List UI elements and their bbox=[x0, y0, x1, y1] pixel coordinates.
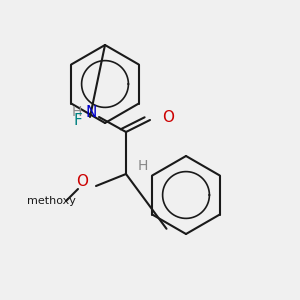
Text: O: O bbox=[162, 110, 174, 124]
Text: N: N bbox=[86, 105, 97, 120]
Text: O: O bbox=[76, 174, 88, 189]
Text: H: H bbox=[137, 160, 148, 173]
Text: H: H bbox=[71, 106, 82, 119]
Text: F: F bbox=[74, 113, 82, 128]
Text: methoxy: methoxy bbox=[27, 196, 75, 206]
